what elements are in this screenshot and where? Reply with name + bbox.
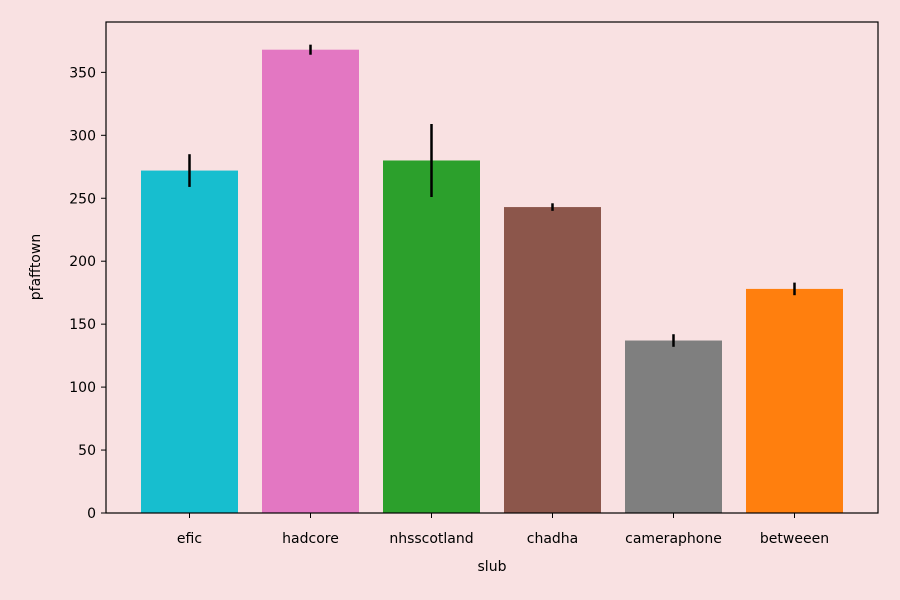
bars-group bbox=[141, 49, 843, 514]
error-bars-group bbox=[188, 44, 796, 347]
bar-efic bbox=[141, 170, 238, 514]
x-tick-label: cameraphone bbox=[625, 531, 722, 547]
x-tick-label: betweeen bbox=[760, 531, 829, 547]
y-tick-label: 150 bbox=[69, 317, 96, 333]
bar-cameraphone bbox=[625, 340, 722, 513]
y-tick-label: 350 bbox=[69, 65, 96, 81]
y-tick-label: 300 bbox=[69, 128, 96, 144]
y-tick-label: 200 bbox=[69, 254, 96, 270]
y-tick-label: 100 bbox=[69, 380, 96, 396]
x-axis: efic hadcore nhsscotland chadha cameraphone b… bbox=[177, 513, 829, 547]
y-axis-label: pfafftown bbox=[28, 234, 44, 300]
x-tick-label: chadha bbox=[527, 531, 579, 547]
y-tick-label: 0 bbox=[87, 506, 96, 522]
bar-chadha bbox=[504, 207, 601, 514]
plot-frame bbox=[105, 21, 879, 514]
y-tick-label: 50 bbox=[78, 443, 96, 459]
bar-hadcore bbox=[262, 49, 359, 513]
y-tick-label: 250 bbox=[69, 191, 96, 207]
x-tick-label: hadcore bbox=[282, 531, 339, 547]
bar-betweeen bbox=[746, 288, 843, 513]
y-axis: 0 50 100 150 200 250 300 350 bbox=[69, 65, 106, 522]
bar-nhsscotland bbox=[383, 160, 480, 513]
x-tick-label: efic bbox=[177, 531, 202, 547]
x-axis-label: slub bbox=[478, 559, 507, 575]
x-tick-label: nhsscotland bbox=[389, 531, 473, 547]
